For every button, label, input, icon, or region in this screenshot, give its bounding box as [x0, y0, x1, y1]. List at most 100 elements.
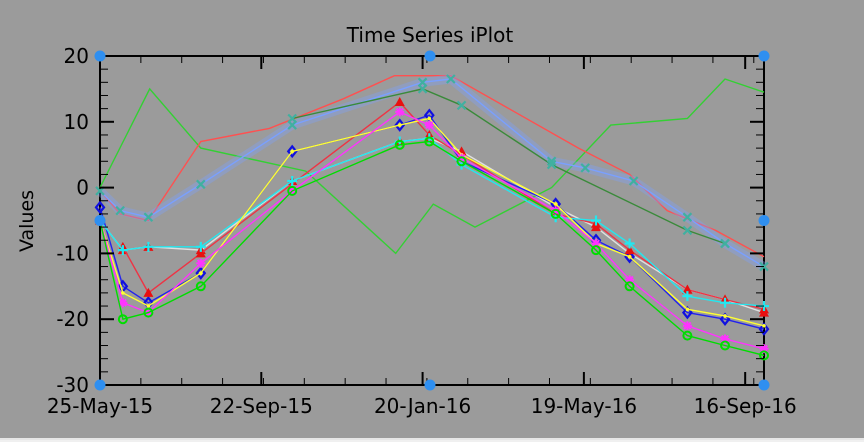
y-tick-label: 0 [76, 176, 89, 200]
y-tick-label: 20 [64, 44, 89, 68]
data-point [143, 287, 154, 297]
data-point [117, 245, 128, 256]
series-1 [99, 75, 765, 258]
data-point [394, 139, 405, 150]
data-point [685, 307, 690, 312]
chart-title: Time Series iPlot [346, 23, 514, 47]
data-point [720, 297, 731, 308]
series-line-glow [96, 74, 767, 271]
data-point [195, 281, 206, 292]
selection-handle[interactable] [94, 50, 106, 62]
data-point [417, 84, 428, 94]
series-2 [95, 74, 769, 272]
y-tick-label: 10 [64, 110, 89, 134]
data-point [196, 258, 206, 268]
selection-handle[interactable] [94, 379, 106, 391]
data-point [553, 202, 558, 206]
data-point [719, 312, 731, 326]
series-0 [99, 78, 765, 255]
data-point [546, 156, 557, 167]
series-3 [287, 84, 730, 249]
data-point [682, 330, 693, 341]
data-point [195, 248, 206, 258]
series-line [292, 88, 726, 245]
data-point [117, 314, 128, 325]
data-point [118, 298, 128, 308]
x-tick-label: 22-Sep-15 [210, 394, 313, 418]
selection-handle[interactable] [758, 379, 770, 391]
data-point [456, 100, 467, 111]
x-tick-label: 16-Sep-16 [694, 394, 797, 418]
data-point [94, 200, 106, 215]
data-point [590, 245, 601, 256]
series-line [99, 137, 765, 307]
data-point [681, 305, 693, 320]
data-point [720, 238, 730, 249]
series-line [99, 117, 765, 327]
data-point [290, 149, 295, 154]
data-point [628, 176, 639, 186]
data-point [424, 136, 435, 147]
data-point [446, 74, 456, 84]
y-tick-label: -20 [56, 307, 89, 331]
data-point [682, 284, 693, 294]
data-point [146, 304, 151, 308]
series-5 [94, 108, 770, 336]
data-point [287, 176, 298, 187]
data-point [456, 156, 467, 167]
data-point [625, 275, 635, 285]
selection-handle[interactable] [424, 50, 436, 62]
data-point [287, 185, 298, 196]
series-10 [95, 136, 769, 361]
data-point [723, 314, 727, 318]
data-point [759, 344, 769, 354]
data-point [143, 241, 154, 252]
data-point [287, 113, 297, 124]
series-line [99, 140, 765, 357]
data-point [624, 281, 635, 292]
data-point [424, 120, 434, 130]
data-point [682, 225, 693, 236]
data-point [682, 321, 692, 331]
selection-handle[interactable] [758, 50, 770, 62]
data-point [195, 266, 207, 280]
data-point [720, 340, 731, 351]
data-point [580, 163, 591, 173]
data-point [682, 212, 693, 222]
data-point [394, 118, 406, 132]
y-tick-label: -10 [56, 241, 89, 265]
series-line [99, 114, 765, 330]
data-point [682, 291, 693, 302]
data-point [590, 215, 601, 226]
data-point [624, 245, 635, 255]
series-line [99, 78, 765, 268]
selection-handle[interactable] [424, 379, 436, 391]
data-point [395, 107, 405, 117]
data-point [624, 238, 635, 249]
data-point [195, 241, 206, 252]
series-line [99, 78, 765, 255]
data-point [427, 116, 432, 121]
data-point [143, 307, 154, 318]
selection-handle[interactable] [758, 215, 770, 226]
data-point [121, 291, 125, 295]
x-tick-label: 25-May-15 [47, 394, 153, 418]
series-line [99, 111, 765, 350]
data-point [397, 123, 402, 127]
x-tick-label: 20-Jan-16 [374, 394, 471, 418]
data-point [758, 322, 770, 336]
data-point [286, 144, 298, 159]
data-point [196, 179, 206, 190]
selection-handle[interactable] [94, 215, 106, 226]
data-point [546, 159, 557, 170]
data-point [199, 271, 203, 275]
data-point [143, 212, 154, 222]
data-point [627, 254, 632, 259]
series-7 [95, 133, 769, 312]
x-tick-label: 19-May-16 [531, 394, 637, 418]
data-point [115, 205, 125, 216]
data-point [591, 239, 601, 249]
data-point [550, 208, 561, 219]
